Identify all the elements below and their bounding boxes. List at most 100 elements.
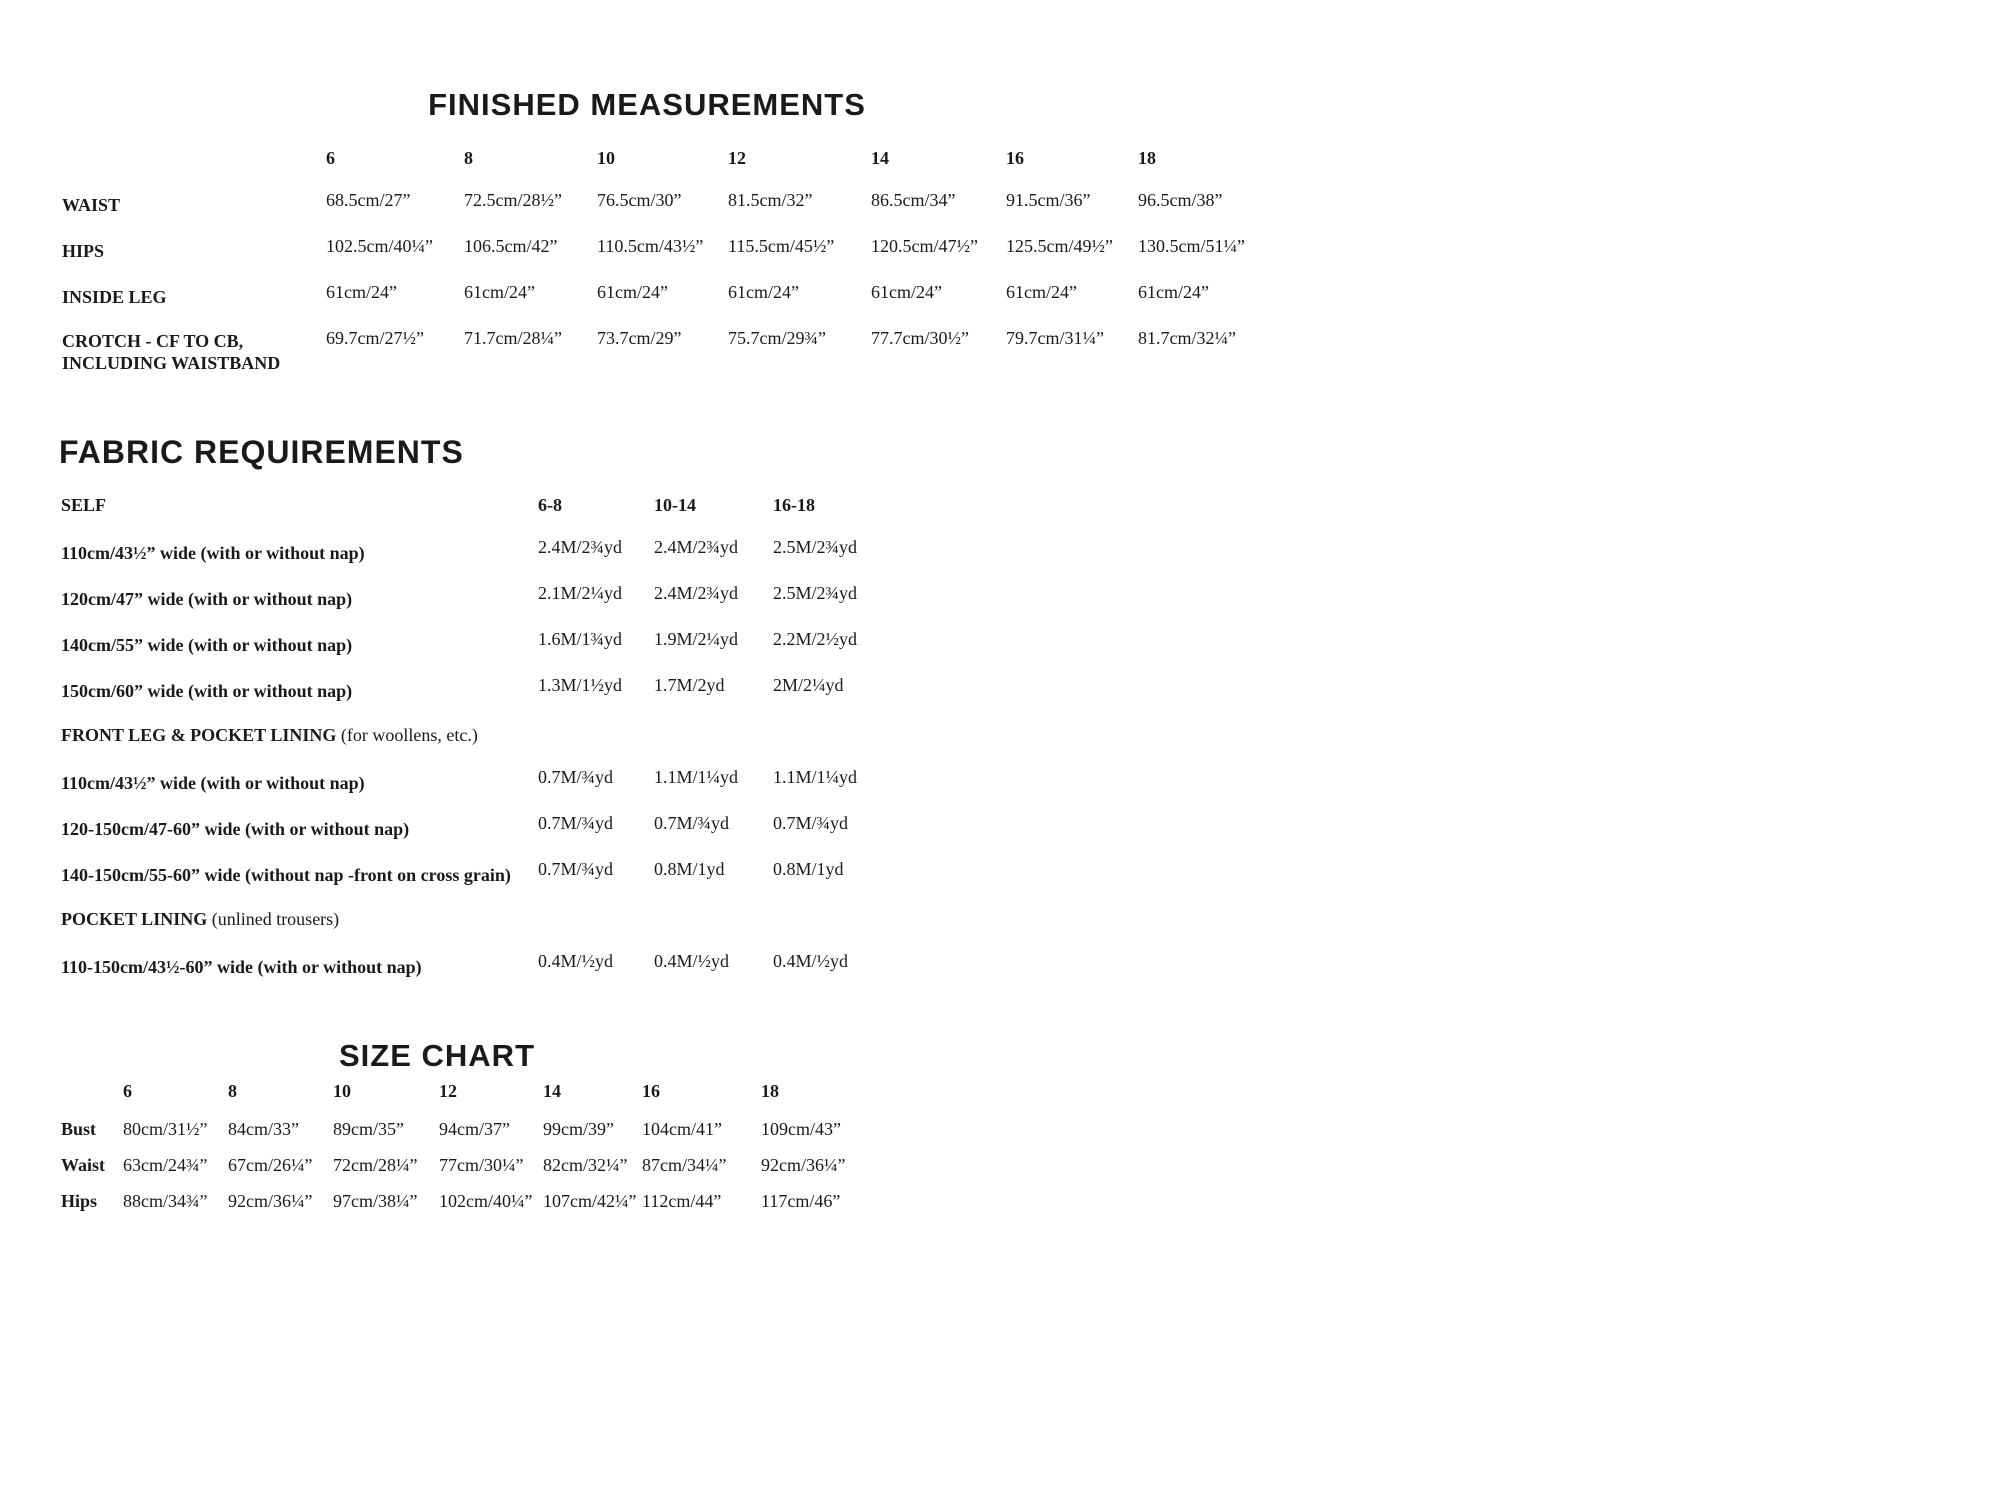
section-label: POCKET LINING (61, 909, 208, 929)
body-measure-cell: 117cm/46” (761, 1191, 841, 1211)
measurement-cell: 61cm/24” (326, 282, 397, 302)
measurement-cell: 120.5cm/47½” (871, 236, 978, 256)
measurement-cell: 79.7cm/31¼” (1006, 328, 1104, 348)
yardage-cell: 2M/2¼yd (773, 675, 844, 695)
yardage-cell: 1.1M/1¼yd (773, 767, 858, 787)
size-header: 10 (597, 148, 615, 168)
fabric-width-label: 150cm/60” wide (with or without nap) (61, 681, 353, 701)
size-header: 10 (333, 1081, 351, 1101)
measurement-cell: 72.5cm/28½” (464, 190, 562, 210)
body-measure-cell: 107cm/42¼” (543, 1191, 637, 1211)
yardage-cell: 2.2M/2½yd (773, 629, 858, 649)
yardage-cell: 2.4M/2¾yd (654, 583, 739, 603)
size-chart-title: SIZE CHART (339, 1038, 535, 1073)
body-measure-cell: 80cm/31½” (123, 1119, 208, 1139)
measurement-cell: 73.7cm/29” (597, 328, 682, 348)
yardage-cell: 1.1M/1¼yd (654, 767, 739, 787)
body-measure-cell: 89cm/35” (333, 1119, 404, 1139)
body-measure-cell: 82cm/32¼” (543, 1155, 628, 1175)
row-label-line2: INCLUDING WAISTBAND (62, 353, 281, 373)
yardage-cell: 0.8M/1yd (773, 859, 844, 879)
body-measure-label: Bust (61, 1119, 97, 1139)
fabric-width-label: 120-150cm/47-60” wide (with or without n… (61, 819, 410, 839)
yardage-cell: 2.4M/2¾yd (538, 537, 623, 557)
yardage-cell: 2.4M/2¾yd (654, 537, 739, 557)
measurement-cell: 86.5cm/34” (871, 190, 956, 210)
finished-measurements-title: FINISHED MEASUREMENTS (428, 87, 866, 122)
body-measure-cell: 77cm/30¼” (439, 1155, 524, 1175)
yardage-cell: 1.9M/2¼yd (654, 629, 739, 649)
body-measure-label: Hips (61, 1191, 98, 1211)
body-measure-cell: 92cm/36¼” (228, 1191, 313, 1211)
self-label: SELF (61, 495, 107, 515)
body-measure-cell: 99cm/39” (543, 1119, 614, 1139)
section-note: (unlined trousers) (211, 909, 340, 929)
measurement-cell: 61cm/24” (464, 282, 535, 302)
measurement-cell: 125.5cm/49½” (1006, 236, 1113, 256)
size-group-header: 10-14 (654, 495, 696, 515)
measurement-cell: 68.5cm/27” (326, 190, 411, 210)
row-label: CROTCH - CF TO CB, (62, 331, 244, 351)
fabric-requirements-title: FABRIC REQUIREMENTS (59, 434, 464, 470)
measurement-cell: 77.7cm/30½” (871, 328, 969, 348)
yardage-cell: 1.3M/1½yd (538, 675, 623, 695)
size-header: 12 (728, 148, 746, 168)
yardage-cell: 0.7M/¾yd (773, 813, 849, 833)
size-header: 8 (464, 148, 473, 168)
body-measure-cell: 87cm/34¼” (642, 1155, 727, 1175)
body-measure-cell: 92cm/36¼” (761, 1155, 846, 1175)
body-measure-cell: 67cm/26¼” (228, 1155, 313, 1175)
measurement-cell: 61cm/24” (871, 282, 942, 302)
yardage-cell: 0.7M/¾yd (538, 767, 614, 787)
yardage-cell: 0.4M/½yd (654, 951, 730, 971)
measurement-cell: 61cm/24” (597, 282, 668, 302)
size-header: 6 (326, 148, 335, 168)
yardage-cell: 2.5M/2¾yd (773, 537, 858, 557)
size-header: 8 (228, 1081, 237, 1101)
measurement-cell: 91.5cm/36” (1006, 190, 1091, 210)
size-group-header: 6-8 (538, 495, 562, 515)
measurement-cell: 110.5cm/43½” (597, 236, 704, 256)
measurement-cell: 115.5cm/45½” (728, 236, 835, 256)
size-header: 14 (871, 148, 889, 168)
section-heading: FRONT LEG & POCKET LINING (for woollens,… (61, 724, 478, 746)
yardage-cell: 0.8M/1yd (654, 859, 725, 879)
size-header: 14 (543, 1081, 561, 1101)
row-label: HIPS (62, 241, 105, 261)
measurement-cell: 61cm/24” (1138, 282, 1209, 302)
fabric-width-label: 110cm/43½” wide (with or without nap) (61, 543, 365, 563)
measurement-cell: 71.7cm/28¼” (464, 328, 562, 348)
measurement-cell: 130.5cm/51¼” (1138, 236, 1245, 256)
measurement-cell: 106.5cm/42” (464, 236, 558, 256)
row-label: INSIDE LEG (62, 287, 167, 307)
fabric-width-label: 140cm/55” wide (with or without nap) (61, 635, 353, 655)
body-measure-cell: 102cm/40¼” (439, 1191, 533, 1211)
body-measure-cell: 72cm/28¼” (333, 1155, 418, 1175)
fabric-width-label: 110-150cm/43½-60” wide (with or without … (61, 957, 422, 977)
yardage-cell: 0.7M/¾yd (654, 813, 730, 833)
fabric-width-label: 120cm/47” wide (with or without nap) (61, 589, 353, 609)
section-heading: POCKET LINING (unlined trousers) (61, 908, 339, 930)
section-label: FRONT LEG & POCKET LINING (61, 725, 337, 745)
measurement-cell: 81.7cm/32¼” (1138, 328, 1236, 348)
size-header: 18 (1138, 148, 1156, 168)
body-measure-cell: 84cm/33” (228, 1119, 299, 1139)
measurement-cell: 96.5cm/38” (1138, 190, 1223, 210)
body-measure-cell: 94cm/37” (439, 1119, 510, 1139)
measurement-cell: 102.5cm/40¼” (326, 236, 433, 256)
body-measure-cell: 112cm/44” (642, 1191, 722, 1211)
size-group-header: 16-18 (773, 495, 815, 515)
fabric-width-label: 140-150cm/55-60” wide (without nap -fron… (61, 865, 511, 885)
row-label: WAIST (62, 195, 121, 215)
body-measure-label: Waist (61, 1155, 106, 1175)
body-measure-cell: 63cm/24¾” (123, 1155, 208, 1175)
yardage-cell: 1.7M/2yd (654, 675, 725, 695)
yardage-cell: 0.4M/½yd (538, 951, 614, 971)
size-header: 18 (761, 1081, 779, 1101)
measurement-cell: 61cm/24” (1006, 282, 1077, 302)
yardage-cell: 2.5M/2¾yd (773, 583, 858, 603)
size-header: 16 (1006, 148, 1024, 168)
measurement-cell: 75.7cm/29¾” (728, 328, 826, 348)
body-measure-cell: 109cm/43” (761, 1119, 841, 1139)
body-measure-cell: 104cm/41” (642, 1119, 722, 1139)
